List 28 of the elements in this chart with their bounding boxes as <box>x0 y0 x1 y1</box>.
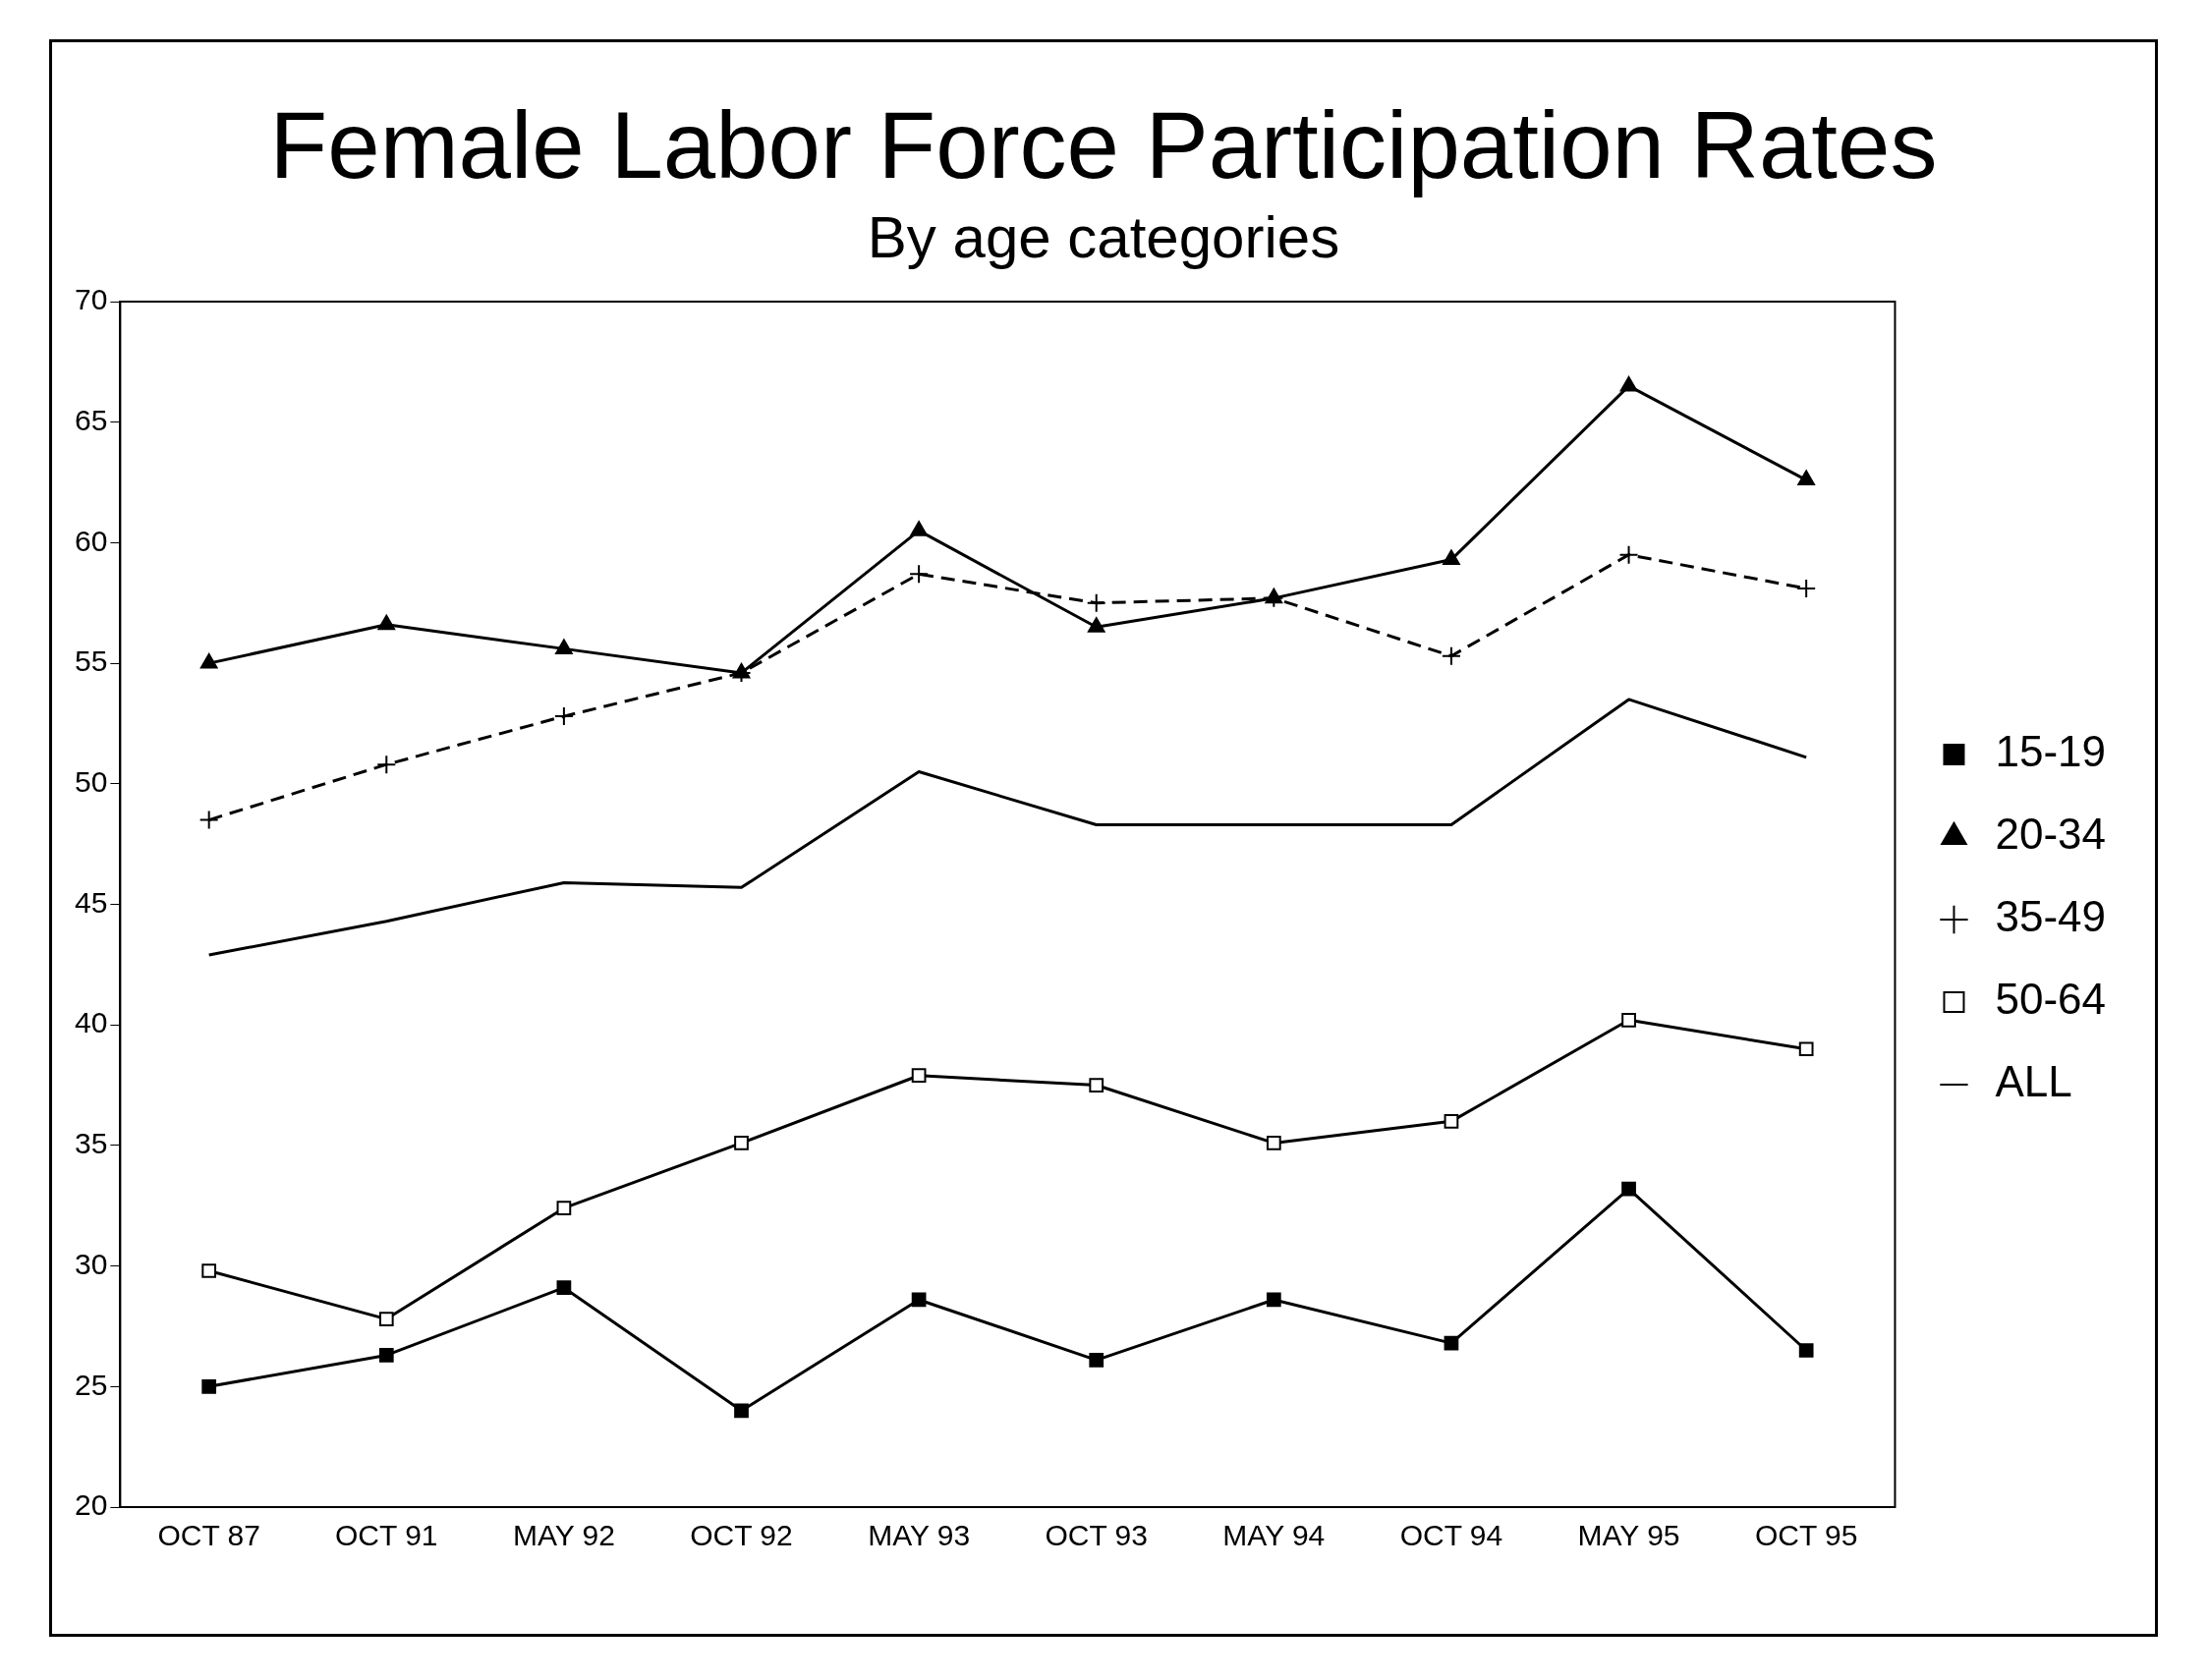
x-tick-label: OCT 95 <box>1754 1519 1858 1552</box>
y-tick-label: 35 <box>74 1127 108 1160</box>
y-tick-label: 50 <box>74 765 108 799</box>
y-tick-label: 55 <box>74 644 108 678</box>
legend-label: ALL <box>1995 1057 2072 1106</box>
legend-label: 50-64 <box>1995 975 2107 1024</box>
x-tick-label: OCT 94 <box>1399 1519 1503 1552</box>
y-tick-label: 60 <box>74 524 108 557</box>
chart-subtitle: By age categories <box>866 203 1341 271</box>
legend-label: 20-34 <box>1995 810 2107 859</box>
legend-label: 15-19 <box>1995 727 2107 776</box>
x-tick-label: OCT 93 <box>1045 1519 1148 1552</box>
x-tick-label: MAY 94 <box>1222 1519 1326 1552</box>
x-tick-label: OCT 87 <box>157 1519 260 1552</box>
y-tick-label: 40 <box>74 1006 108 1039</box>
y-tick-label: 25 <box>74 1368 108 1401</box>
chart-title: Female Labor Force Participation Rates <box>268 91 1939 199</box>
x-tick-label: OCT 91 <box>335 1519 438 1552</box>
x-tick-label: MAY 92 <box>512 1519 615 1552</box>
x-tick-label: OCT 92 <box>690 1519 793 1552</box>
x-tick-label: MAY 93 <box>868 1519 971 1552</box>
y-tick-label: 30 <box>74 1247 108 1280</box>
x-tick-label: MAY 95 <box>1577 1519 1680 1552</box>
y-tick-label: 70 <box>74 283 108 316</box>
y-tick-label: 20 <box>74 1488 108 1522</box>
y-tick-label: 65 <box>74 403 108 436</box>
legend-label: 35-49 <box>1995 892 2107 941</box>
y-tick-label: 45 <box>74 885 108 919</box>
